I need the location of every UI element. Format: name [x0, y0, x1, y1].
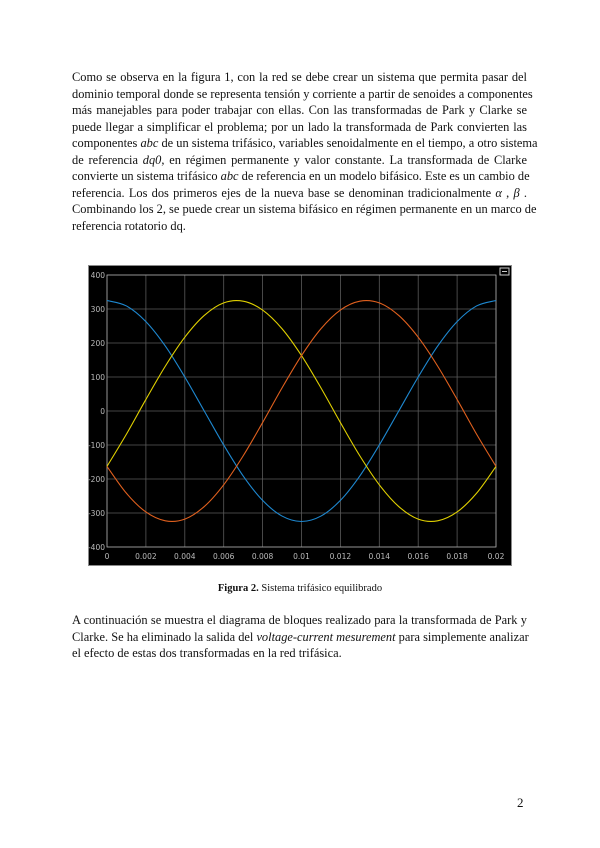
x-tick-label: 0.016	[407, 552, 429, 561]
series-line-1	[106, 299, 497, 523]
italic-term: β	[513, 185, 520, 200]
x-tick-label: 0.018	[446, 552, 468, 561]
x-tick-label: 0.012	[330, 552, 352, 561]
text-run: para simplemente analizar	[395, 629, 529, 644]
text-line: convierte un sistema trifásico abc de re…	[72, 168, 530, 185]
italic-term: abc	[220, 169, 239, 183]
restore-icon[interactable]	[499, 267, 510, 276]
text-line: componentes abc de un sistema trifásico,…	[72, 135, 538, 152]
text-line: Combinando los 2, se puede crear un sist…	[72, 201, 537, 218]
three-phase-chart: 0 0.002 0.004 0.006 0.008 0.01 0.012 0.014 0.016…	[88, 265, 512, 566]
y-tick-label: 300	[91, 305, 106, 314]
y-tick-label: 0	[100, 407, 105, 416]
y-tick-label: -400	[88, 543, 105, 552]
text-line: Como se observa en la figura 1, con la r…	[72, 69, 527, 86]
y-tick-label: -100	[88, 441, 105, 450]
plot-area	[106, 274, 497, 548]
italic-term: α	[495, 185, 502, 200]
y-tick-label: 100	[91, 373, 106, 382]
text-run: componentes	[72, 136, 141, 150]
page-number: 2	[517, 795, 524, 810]
text-run: de referencia	[72, 152, 143, 167]
italic-term: dq0	[142, 152, 162, 167]
text-run: referencia rotatorio dq.	[72, 218, 186, 233]
text-line: más manejables para poder trabajar con e…	[72, 102, 527, 119]
italic-term: voltage-current mesurement	[256, 629, 396, 644]
text-run: , en régimen permanente y valor constant…	[161, 152, 527, 167]
x-tick-label: 0.002	[135, 552, 157, 561]
y-tick-label: -300	[88, 509, 105, 518]
text-run: ,	[501, 185, 514, 200]
text-line: referencia. Los dos primeros ejes de la …	[72, 185, 527, 202]
text-line: referencia rotatorio dq.	[72, 218, 527, 235]
text-run: Clarke. Se ha eliminado la salida del	[72, 629, 257, 644]
x-tick-label: 0.01	[293, 552, 310, 561]
text-run: de un sistema trifásico, variables senoi…	[158, 136, 538, 150]
chart-frame	[88, 265, 512, 566]
text-run: puede llegar a simplificar el problema; …	[72, 119, 527, 134]
series-line-3	[106, 300, 497, 522]
text-run: más manejables para poder trabajar con e…	[72, 103, 527, 117]
text-line: el efecto de estas dos transformadas en …	[72, 645, 527, 662]
text-run: Como se observa en la figura 1, con la r…	[72, 70, 527, 84]
text-run: convierte un sistema trifásico	[72, 169, 221, 183]
x-tick-label: 0.006	[213, 552, 235, 561]
y-tick-label: 200	[91, 339, 106, 348]
text-run: A continuación se muestra el diagrama de…	[72, 613, 527, 627]
x-tick-label: 0.004	[174, 552, 196, 561]
text-line: dominio temporal donde se representa ten…	[72, 86, 533, 103]
text-line: de referencia dq0, en régimen permanente…	[72, 152, 527, 169]
caption-text: Sistema trifásico equilibrado	[258, 583, 383, 594]
x-tick-label: 0	[105, 552, 110, 561]
text-run: de referencia en un modelo bifásico. Est…	[238, 169, 530, 183]
text-run: .	[519, 185, 528, 200]
text-run: Combinando los 2, se puede crear un sist…	[72, 202, 537, 216]
x-tick-label: 0.02	[488, 552, 505, 561]
text-run: el efecto de estas dos transformadas en …	[72, 646, 342, 660]
caption-label: Figura 2.	[217, 583, 259, 594]
italic-term: abc	[140, 136, 159, 150]
text-line: A continuación se muestra el diagrama de…	[72, 612, 527, 629]
text-line: puede llegar a simplificar el problema; …	[72, 119, 527, 136]
text-run: referencia. Los dos primeros ejes de la …	[72, 185, 496, 200]
x-tick-label: 0.008	[252, 552, 274, 561]
text-run: dominio temporal donde se representa ten…	[72, 86, 533, 101]
paragraph-block-diagram: A continuación se muestra el diagrama de…	[72, 612, 529, 662]
paragraph-intro: Como se observa en la figura 1, con la r…	[72, 69, 538, 235]
figure-caption: Figura 2. Sistema trifásico equilibrado	[0, 583, 600, 594]
text-line: Clarke. Se ha eliminado la salida del vo…	[72, 629, 529, 646]
y-tick-label: -200	[88, 475, 105, 484]
y-tick-label: 400	[91, 271, 106, 280]
x-tick-label: 0.014	[369, 552, 391, 561]
